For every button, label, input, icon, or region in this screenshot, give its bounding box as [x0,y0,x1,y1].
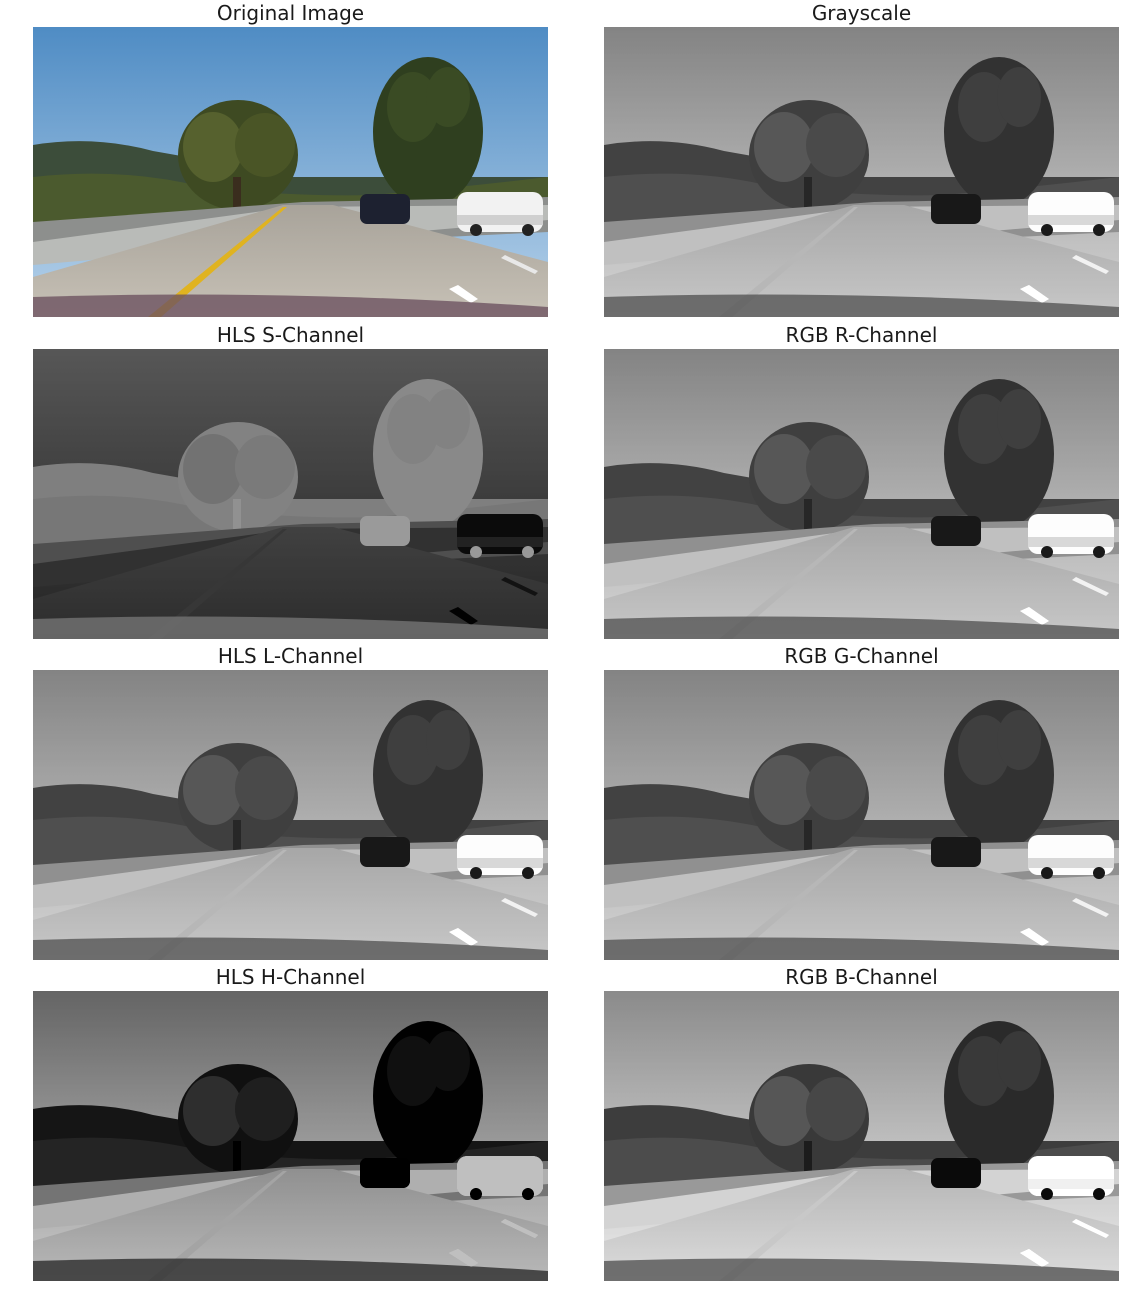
road-scene-hls-s-image [33,349,548,639]
road-scene-hls-l-image [33,670,548,960]
panel-title: RGB G-Channel [784,644,939,668]
road-scene-grayscale-image [604,27,1119,317]
panel-title: HLS L-Channel [217,644,364,668]
panel-title: RGB B-Channel [785,965,938,989]
road-scene-rgb-g-image [604,670,1119,960]
panel-title: Grayscale [811,1,912,25]
panel-title: RGB R-Channel [785,323,938,347]
road-scene-hls-h-image [33,991,548,1281]
road-scene-color-image [33,27,548,317]
panel-title: Original Image [216,1,365,25]
panel-title: HLS S-Channel [216,323,365,347]
panel-title: HLS H-Channel [215,965,366,989]
road-scene-rgb-r-image [604,349,1119,639]
road-scene-rgb-b-image [604,991,1119,1281]
